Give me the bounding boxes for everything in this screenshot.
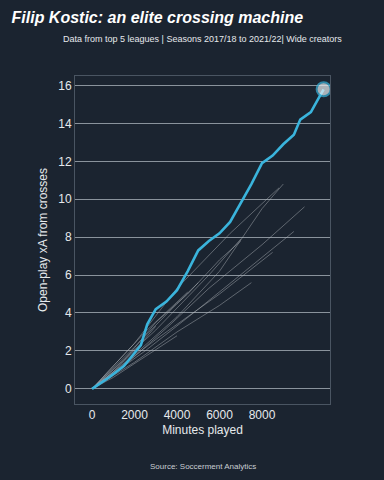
svg-text:Minutes played: Minutes played xyxy=(162,423,243,437)
svg-text:0: 0 xyxy=(65,382,72,396)
svg-text:Filip Kostic: an elite crossin: Filip Kostic: an elite crossing machine xyxy=(12,9,304,26)
svg-text:8000: 8000 xyxy=(249,408,276,422)
svg-text:0: 0 xyxy=(89,408,96,422)
svg-text:14: 14 xyxy=(58,117,72,131)
svg-text:Source: Soccerment Analytics: Source: Soccerment Analytics xyxy=(150,462,256,471)
svg-text:2000: 2000 xyxy=(121,408,148,422)
svg-text:8: 8 xyxy=(65,230,72,244)
svg-text:4: 4 xyxy=(65,306,72,320)
svg-text:16: 16 xyxy=(58,79,72,93)
svg-text:2: 2 xyxy=(65,344,72,358)
svg-text:10: 10 xyxy=(58,192,72,206)
svg-text:6: 6 xyxy=(65,268,72,282)
svg-text:12: 12 xyxy=(58,155,72,169)
svg-text:4000: 4000 xyxy=(164,408,191,422)
svg-text:Open-play xA from crosses: Open-play xA from crosses xyxy=(36,168,50,312)
svg-text:6000: 6000 xyxy=(206,408,233,422)
svg-text:Data from top 5 leagues | Seas: Data from top 5 leagues | Seasons 2017/1… xyxy=(63,34,342,44)
